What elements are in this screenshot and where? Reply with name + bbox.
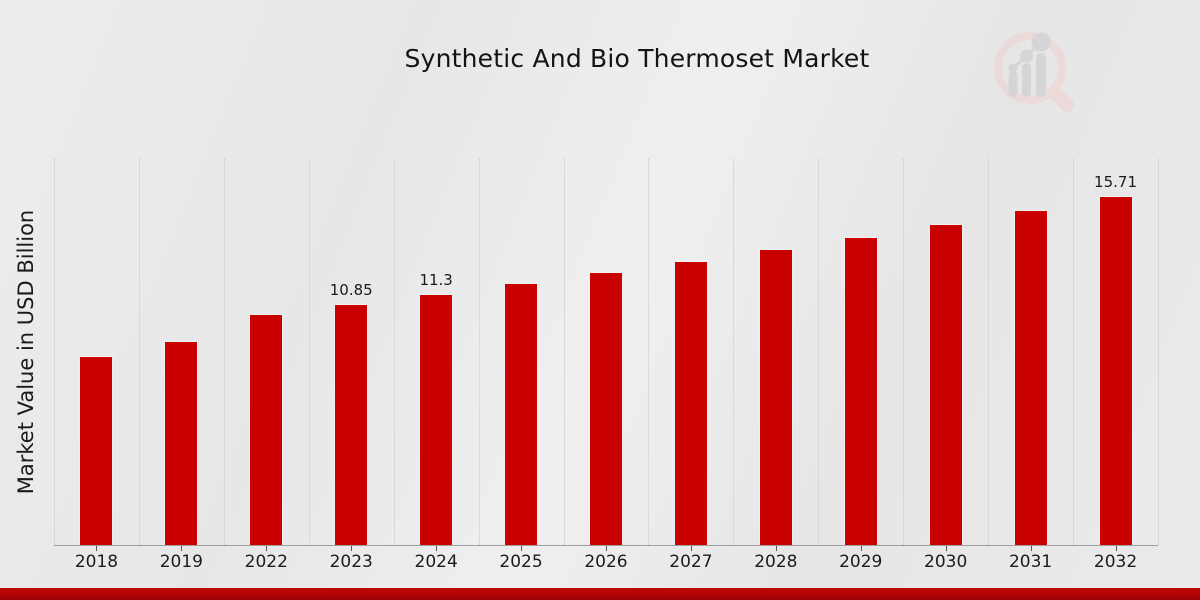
x-axis-tick <box>1115 546 1117 551</box>
bar-2023 <box>334 304 369 545</box>
y-axis-label: Market Value in USD Billion <box>14 209 38 495</box>
bottom-ribbon <box>0 588 1200 600</box>
gridline <box>903 159 905 545</box>
gridline <box>1158 159 1159 545</box>
x-tick-label: 2023 <box>329 552 373 572</box>
x-tick-label: 2032 <box>1093 552 1138 572</box>
x-axis-tick <box>690 546 692 551</box>
x-tick-label: 2027 <box>669 552 713 572</box>
gridline <box>54 159 55 545</box>
gridline <box>308 159 310 545</box>
gridline <box>648 159 650 545</box>
x-tick-label: 2029 <box>839 552 883 572</box>
bar-2025 <box>504 283 539 545</box>
bar-value-label: 11.3 <box>419 271 453 289</box>
gridline <box>988 159 990 545</box>
x-axis-tick <box>266 546 268 551</box>
bar-2029 <box>843 237 878 545</box>
x-tick-label: 2022 <box>244 552 288 572</box>
x-axis-tick <box>96 546 98 551</box>
bar-2024 <box>419 294 454 545</box>
x-axis-tick <box>181 546 183 551</box>
x-tick-label: 2028 <box>754 552 798 572</box>
gridline <box>1073 159 1075 545</box>
x-tick-label: 2031 <box>1008 552 1053 572</box>
bar-2031 <box>1013 210 1048 545</box>
bar-2026 <box>589 272 623 545</box>
bar-2018 <box>79 356 114 545</box>
gridline <box>818 159 820 545</box>
chart-title: Synthetic And Bio Thermoset Market <box>404 44 870 73</box>
x-axis-tick <box>860 546 862 551</box>
x-axis-tick <box>775 546 777 551</box>
x-tick-label: 2024 <box>414 552 458 572</box>
growth-bars-icon <box>1008 32 1051 97</box>
gridline <box>733 159 735 545</box>
x-axis-tick <box>436 546 438 551</box>
bar-2030 <box>928 224 963 545</box>
gridline <box>393 159 395 545</box>
x-tick-label: 2026 <box>584 552 628 572</box>
bar-2022 <box>249 314 284 545</box>
x-axis-tick <box>1030 546 1032 551</box>
bar-2028 <box>758 249 793 545</box>
x-axis-tick <box>521 546 523 551</box>
bar-value-label: 10.85 <box>329 281 373 299</box>
x-tick-label: 2030 <box>924 552 968 572</box>
bar-value-label: 15.71 <box>1094 173 1137 191</box>
gridline <box>138 159 140 545</box>
x-tick-label: 2018 <box>74 552 119 572</box>
bar-2027 <box>673 261 708 545</box>
plot-area: 2018 2019 2022 10.85 2023 11.3 2024 2025 2026 202… <box>54 159 1159 572</box>
magnifier-icon <box>994 32 1074 112</box>
x-axis-tick <box>351 546 353 551</box>
x-axis-tick <box>606 546 607 551</box>
x-tick-label: 2019 <box>159 552 203 572</box>
bar-2019 <box>164 341 199 545</box>
brand-watermark-logo <box>994 32 1074 112</box>
gridline <box>478 159 480 545</box>
gridline <box>563 159 565 545</box>
bar-2032 <box>1098 196 1133 545</box>
gridline <box>223 159 225 545</box>
x-axis-tick <box>945 546 947 551</box>
x-tick-label: 2025 <box>499 552 543 572</box>
